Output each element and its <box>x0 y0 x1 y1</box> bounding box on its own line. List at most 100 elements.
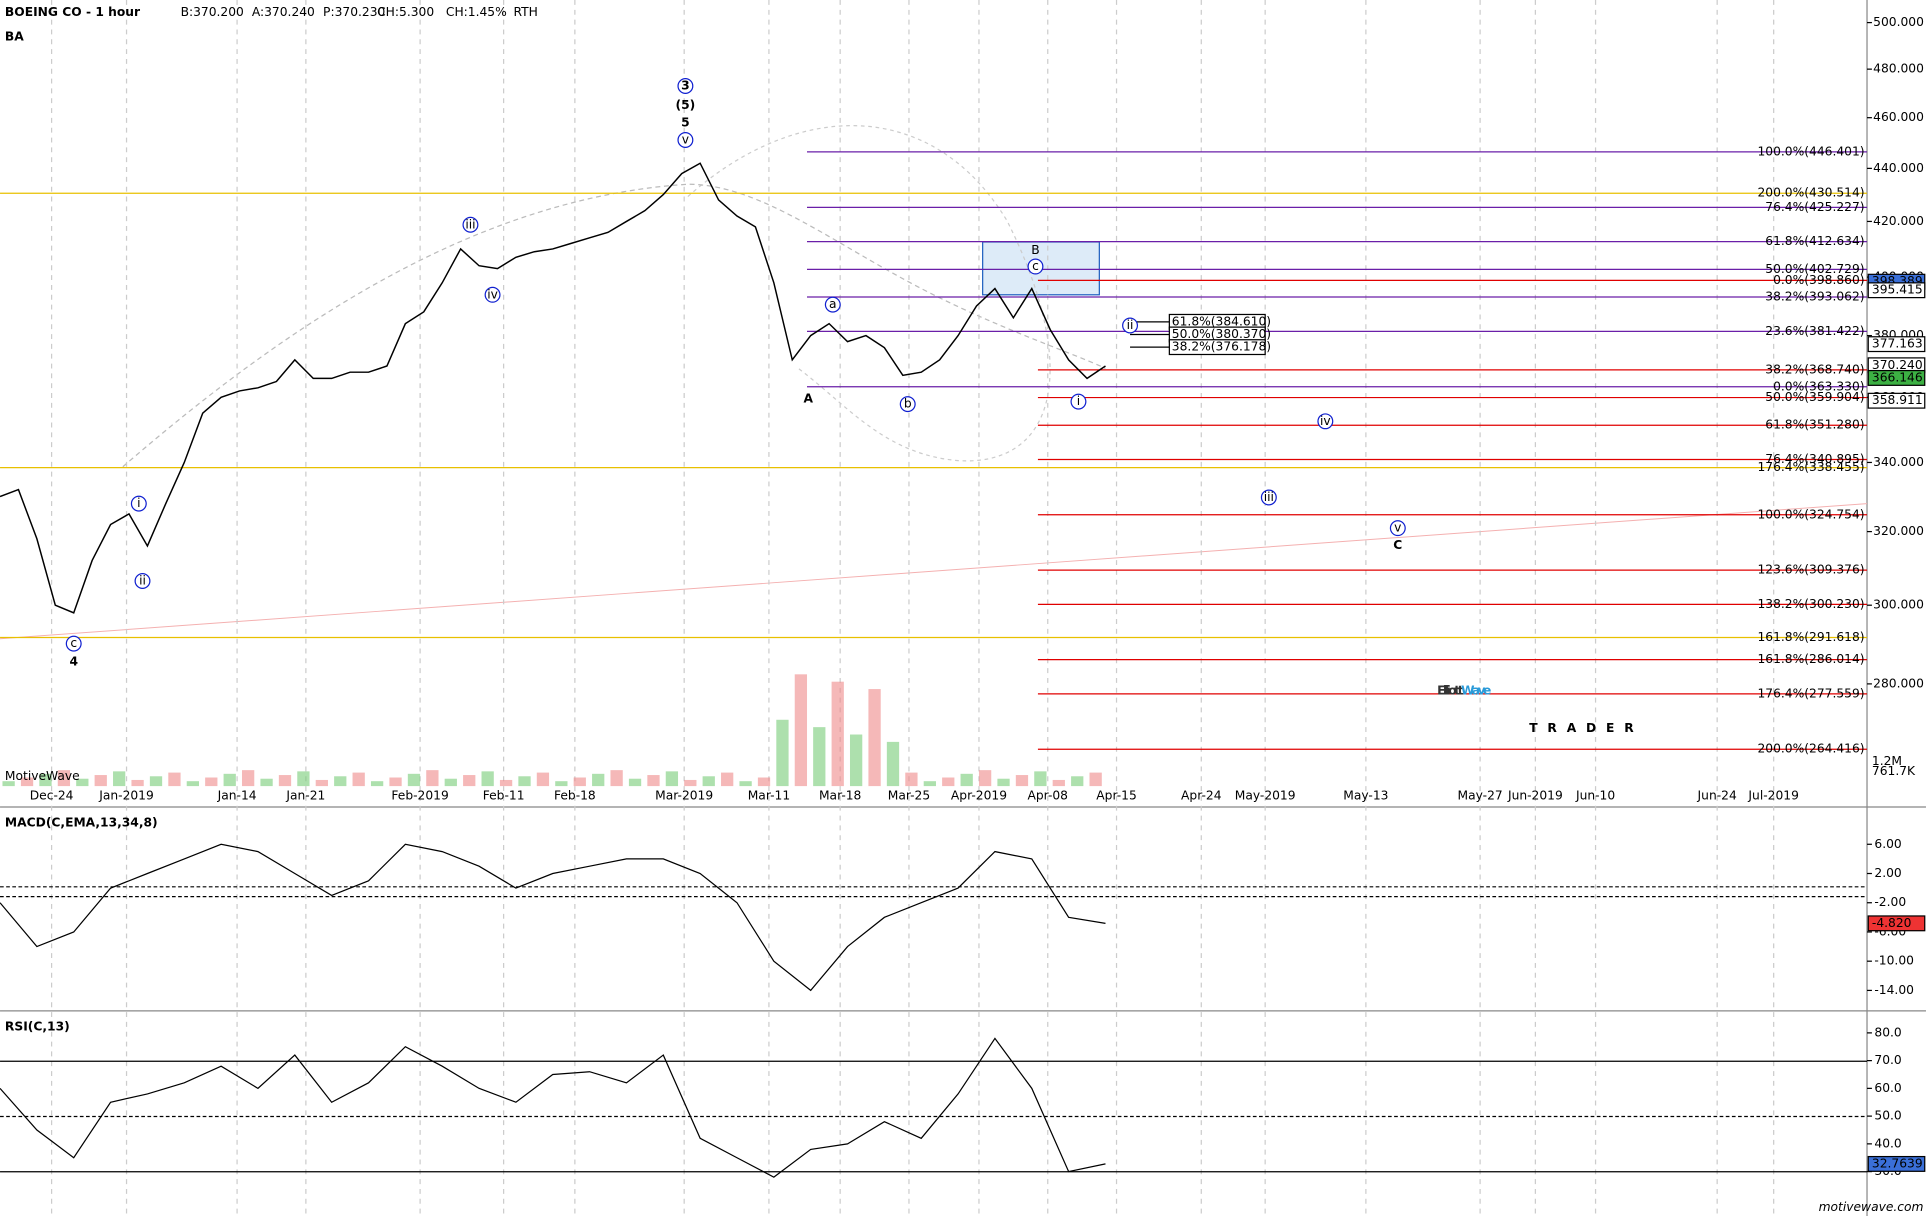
fib-level-label: 100.0%(446.401) <box>1757 144 1864 158</box>
volume-bar-decor <box>905 772 918 787</box>
wave-circle <box>462 216 479 233</box>
fib-level-label: 61.8%(412.634) <box>1765 234 1864 248</box>
fib-level-label: 176.4%(338.455) <box>1757 460 1864 474</box>
volume-bar-decor <box>426 770 439 787</box>
y-tick-label: 320.000 <box>1873 524 1924 538</box>
wave-label: iv <box>1320 414 1331 428</box>
volume-bar-decor <box>1034 771 1047 787</box>
volume-bar-decor <box>1015 775 1029 787</box>
wave-circle <box>1260 489 1277 506</box>
volume-bar-decor <box>20 777 34 787</box>
volume-bar-decor <box>923 781 936 787</box>
wave-circle <box>65 635 82 652</box>
volume-bar-decor <box>997 778 1010 787</box>
volume-bar-decor <box>610 770 623 787</box>
fib-level-label: 50.0%(380.370) <box>1172 327 1271 341</box>
wave-label: 3 <box>681 78 690 92</box>
volume-bar-decor <box>721 772 734 787</box>
volume-bar-decor <box>776 719 789 787</box>
fib-level-label: 161.8%(286.014) <box>1757 652 1864 666</box>
volume-bar-decor <box>168 772 181 787</box>
fib-level-label: 100.0%(324.754) <box>1757 507 1864 521</box>
date-label: Apr-24 <box>1181 788 1222 802</box>
date-label: Feb-18 <box>554 788 596 802</box>
value-tag <box>1867 915 1926 932</box>
wave-label: b <box>904 397 912 411</box>
quote-field: CH:1.45% <box>446 5 507 19</box>
price-tag-label: 358.911 <box>1872 393 1923 407</box>
volume-bar-decor <box>739 781 752 787</box>
wave-circle <box>899 396 916 413</box>
y-tick-label: 300.000 <box>1873 598 1924 612</box>
date-label: May-13 <box>1343 788 1388 802</box>
y-tick-label: -10.00 <box>1874 954 1914 968</box>
price-tag-label: 377.163 <box>1872 337 1923 351</box>
volume-bar-decor <box>518 776 531 787</box>
fib-level-label: 200.0%(430.514) <box>1757 186 1864 200</box>
volume-bar-decor <box>499 779 513 787</box>
wave-circle <box>130 495 147 512</box>
wave-label: iv <box>487 287 498 301</box>
y-tick-label: -2.00 <box>1874 895 1906 909</box>
wave-circle <box>484 286 501 303</box>
date-label: Apr-08 <box>1028 788 1068 802</box>
volume-bar-decor <box>186 781 200 787</box>
y-tick-label: 420.000 <box>1873 214 1924 228</box>
wave-circle <box>824 296 841 313</box>
fib-level-label: 76.4%(340.895) <box>1765 452 1864 466</box>
fib-level-label: 50.0%(359.904) <box>1765 390 1864 404</box>
wave-label: A <box>803 392 813 406</box>
date-label: Mar-18 <box>819 788 861 802</box>
wave-circle <box>1027 258 1044 275</box>
volume-bar-decor <box>573 777 586 787</box>
chart-title: BOEING CO - 1 hour <box>5 5 141 19</box>
volume-bar-decor <box>849 734 863 787</box>
y-tick-label: 480.000 <box>1873 62 1924 76</box>
date-label: Jun-2019 <box>1507 788 1563 802</box>
fib-level-label: 38.2%(393.062) <box>1765 290 1864 304</box>
trend-line <box>0 503 1868 640</box>
symbol: BA <box>5 29 24 43</box>
volume-bar-decor <box>2 781 15 787</box>
fib-level-label: 38.2%(368.740) <box>1765 362 1864 376</box>
wave-label: c <box>1032 259 1039 273</box>
fib-level-label: 0.0%(398.860) <box>1773 273 1864 287</box>
fib-level-label: 0.0%(363.330) <box>1773 379 1864 393</box>
date-label: Jan-21 <box>285 788 325 802</box>
value-tag-label: 32.7639 <box>1872 1156 1923 1170</box>
volume-bar-decor <box>205 777 218 787</box>
date-label: Jul-2019 <box>1747 788 1798 802</box>
fib-level-label: 176.4%(277.559) <box>1757 686 1864 700</box>
quote-field: A:370.240 <box>252 5 315 19</box>
volume-bar-decor <box>278 775 292 787</box>
fib-level-label: 138.2%(300.230) <box>1757 597 1864 611</box>
fib-level-label: 61.8%(384.610) <box>1172 314 1271 328</box>
y-tick-label: 60.0 <box>1874 1081 1901 1095</box>
volume-bar-decor <box>352 772 365 787</box>
fib-level-label: 200.0%(264.416) <box>1757 742 1864 756</box>
volume-bar-decor <box>960 773 973 787</box>
fib-level-label: 50.0%(402.729) <box>1765 262 1864 276</box>
volume-bar-decor <box>241 770 255 787</box>
date-label: Feb-11 <box>483 788 525 802</box>
volume-bar-decor <box>131 779 144 787</box>
volume-bar-decor <box>647 775 660 787</box>
volume-bar-decor <box>1052 779 1065 787</box>
volume-bar-decor <box>702 776 715 787</box>
y-tick-label: 440.000 <box>1873 161 1924 175</box>
price-tag <box>1867 282 1926 299</box>
wave-label: c <box>70 636 77 650</box>
wave-label: a <box>829 297 837 311</box>
volume-bar-decor <box>942 777 955 787</box>
volume-bar-decor <box>1089 772 1102 787</box>
date-label: Feb-2019 <box>391 788 448 802</box>
fib-level-label: 123.6%(309.376) <box>1757 563 1864 577</box>
volume-bar-decor <box>1071 776 1084 787</box>
y-tick-label: 80.0 <box>1874 1025 1901 1039</box>
volume-bar-decor <box>297 771 310 787</box>
y-tick-label: 340.000 <box>1873 455 1924 469</box>
value-tag <box>1867 1155 1926 1172</box>
